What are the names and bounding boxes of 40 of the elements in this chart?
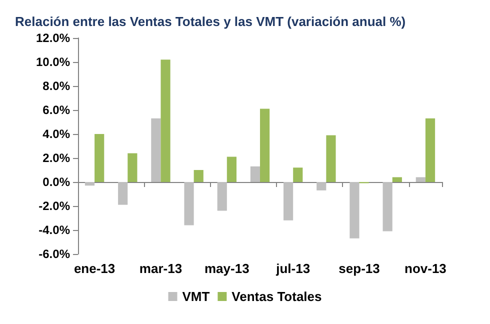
bar	[326, 135, 336, 182]
bar	[184, 182, 194, 226]
bar	[283, 182, 294, 220]
bar	[151, 118, 161, 182]
bar	[382, 182, 392, 232]
bar	[217, 182, 227, 211]
bar	[84, 182, 95, 186]
legend-label: VMT	[182, 289, 210, 304]
y-tick-label: -4.0%	[38, 223, 70, 237]
bar	[94, 134, 104, 182]
x-tick-label: may-13	[204, 261, 250, 276]
y-tick-label: 8.0%	[42, 79, 70, 93]
bar	[118, 182, 128, 205]
bar	[226, 156, 237, 182]
chart-title: Relación entre las Ventas Totales y las VMT (variación anual %)	[15, 14, 406, 29]
x-tick-label: ene-13	[74, 261, 116, 276]
y-tick-label: -2.0%	[38, 199, 70, 213]
x-tick-label: nov-13	[404, 261, 446, 276]
bar	[293, 168, 303, 182]
y-tick-label: 4.0%	[42, 127, 70, 141]
bar	[392, 177, 402, 182]
y-tick-label: 6.0%	[42, 103, 70, 117]
y-tick-label: -6.0%	[38, 247, 70, 261]
x-tick-label: mar-13	[139, 261, 182, 276]
y-tick-label: 0.0%	[42, 175, 70, 189]
bar	[194, 170, 204, 182]
bar	[128, 153, 138, 182]
bar	[350, 182, 360, 238]
x-tick-label: sep-13	[338, 261, 380, 276]
bar	[250, 166, 260, 182]
bar	[416, 177, 426, 182]
x-tick-label: jul-13	[275, 261, 310, 276]
y-tick-label: 2.0%	[42, 151, 70, 165]
bar	[316, 182, 326, 190]
bar	[425, 118, 436, 182]
y-tick-label: 10.0%	[36, 55, 70, 69]
y-tick-label: 12.0%	[36, 31, 70, 45]
bar	[160, 60, 170, 182]
bar	[260, 108, 270, 182]
legend-label: Ventas Totales	[232, 289, 322, 304]
